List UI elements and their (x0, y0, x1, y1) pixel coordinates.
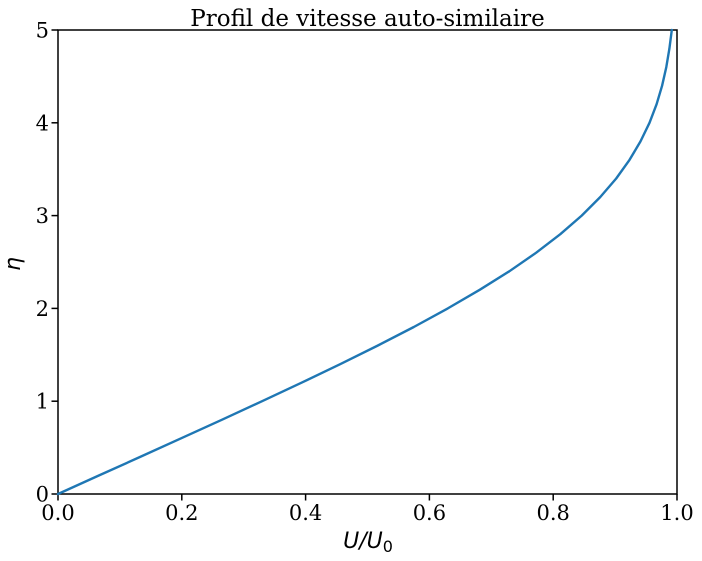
velocity-profile-curve (56, 28, 673, 496)
x-tick-label: 1.0 (660, 501, 693, 525)
y-tick-label: 0 (36, 483, 49, 507)
x-tick-label: 0.0 (41, 501, 74, 525)
x-tick-label: 0.8 (536, 501, 569, 525)
y-axis-label: η (1, 257, 26, 271)
y-tick-label: 5 (36, 19, 49, 43)
y-tick-label: 4 (36, 111, 49, 135)
x-axis-label: U/U0 (343, 529, 393, 556)
chart-title: Profil de vitesse auto-similaire (190, 6, 544, 32)
y-axis: 0 1 2 3 4 5 (36, 19, 58, 507)
y-tick-label: 2 (36, 297, 49, 321)
x-tick-label: 0.6 (413, 501, 446, 525)
x-axis-label-subscript: 0 (383, 537, 393, 556)
plot-area-border (57, 29, 678, 495)
y-tick-label: 1 (36, 390, 49, 414)
x-axis: 0.0 0.2 0.4 0.6 0.8 1.0 (41, 494, 694, 525)
x-axis-label-base: U/U (343, 529, 383, 554)
x-tick-label: 0.4 (289, 501, 322, 525)
x-tick-label: 0.2 (165, 501, 198, 525)
y-tick-label: 3 (36, 204, 49, 228)
